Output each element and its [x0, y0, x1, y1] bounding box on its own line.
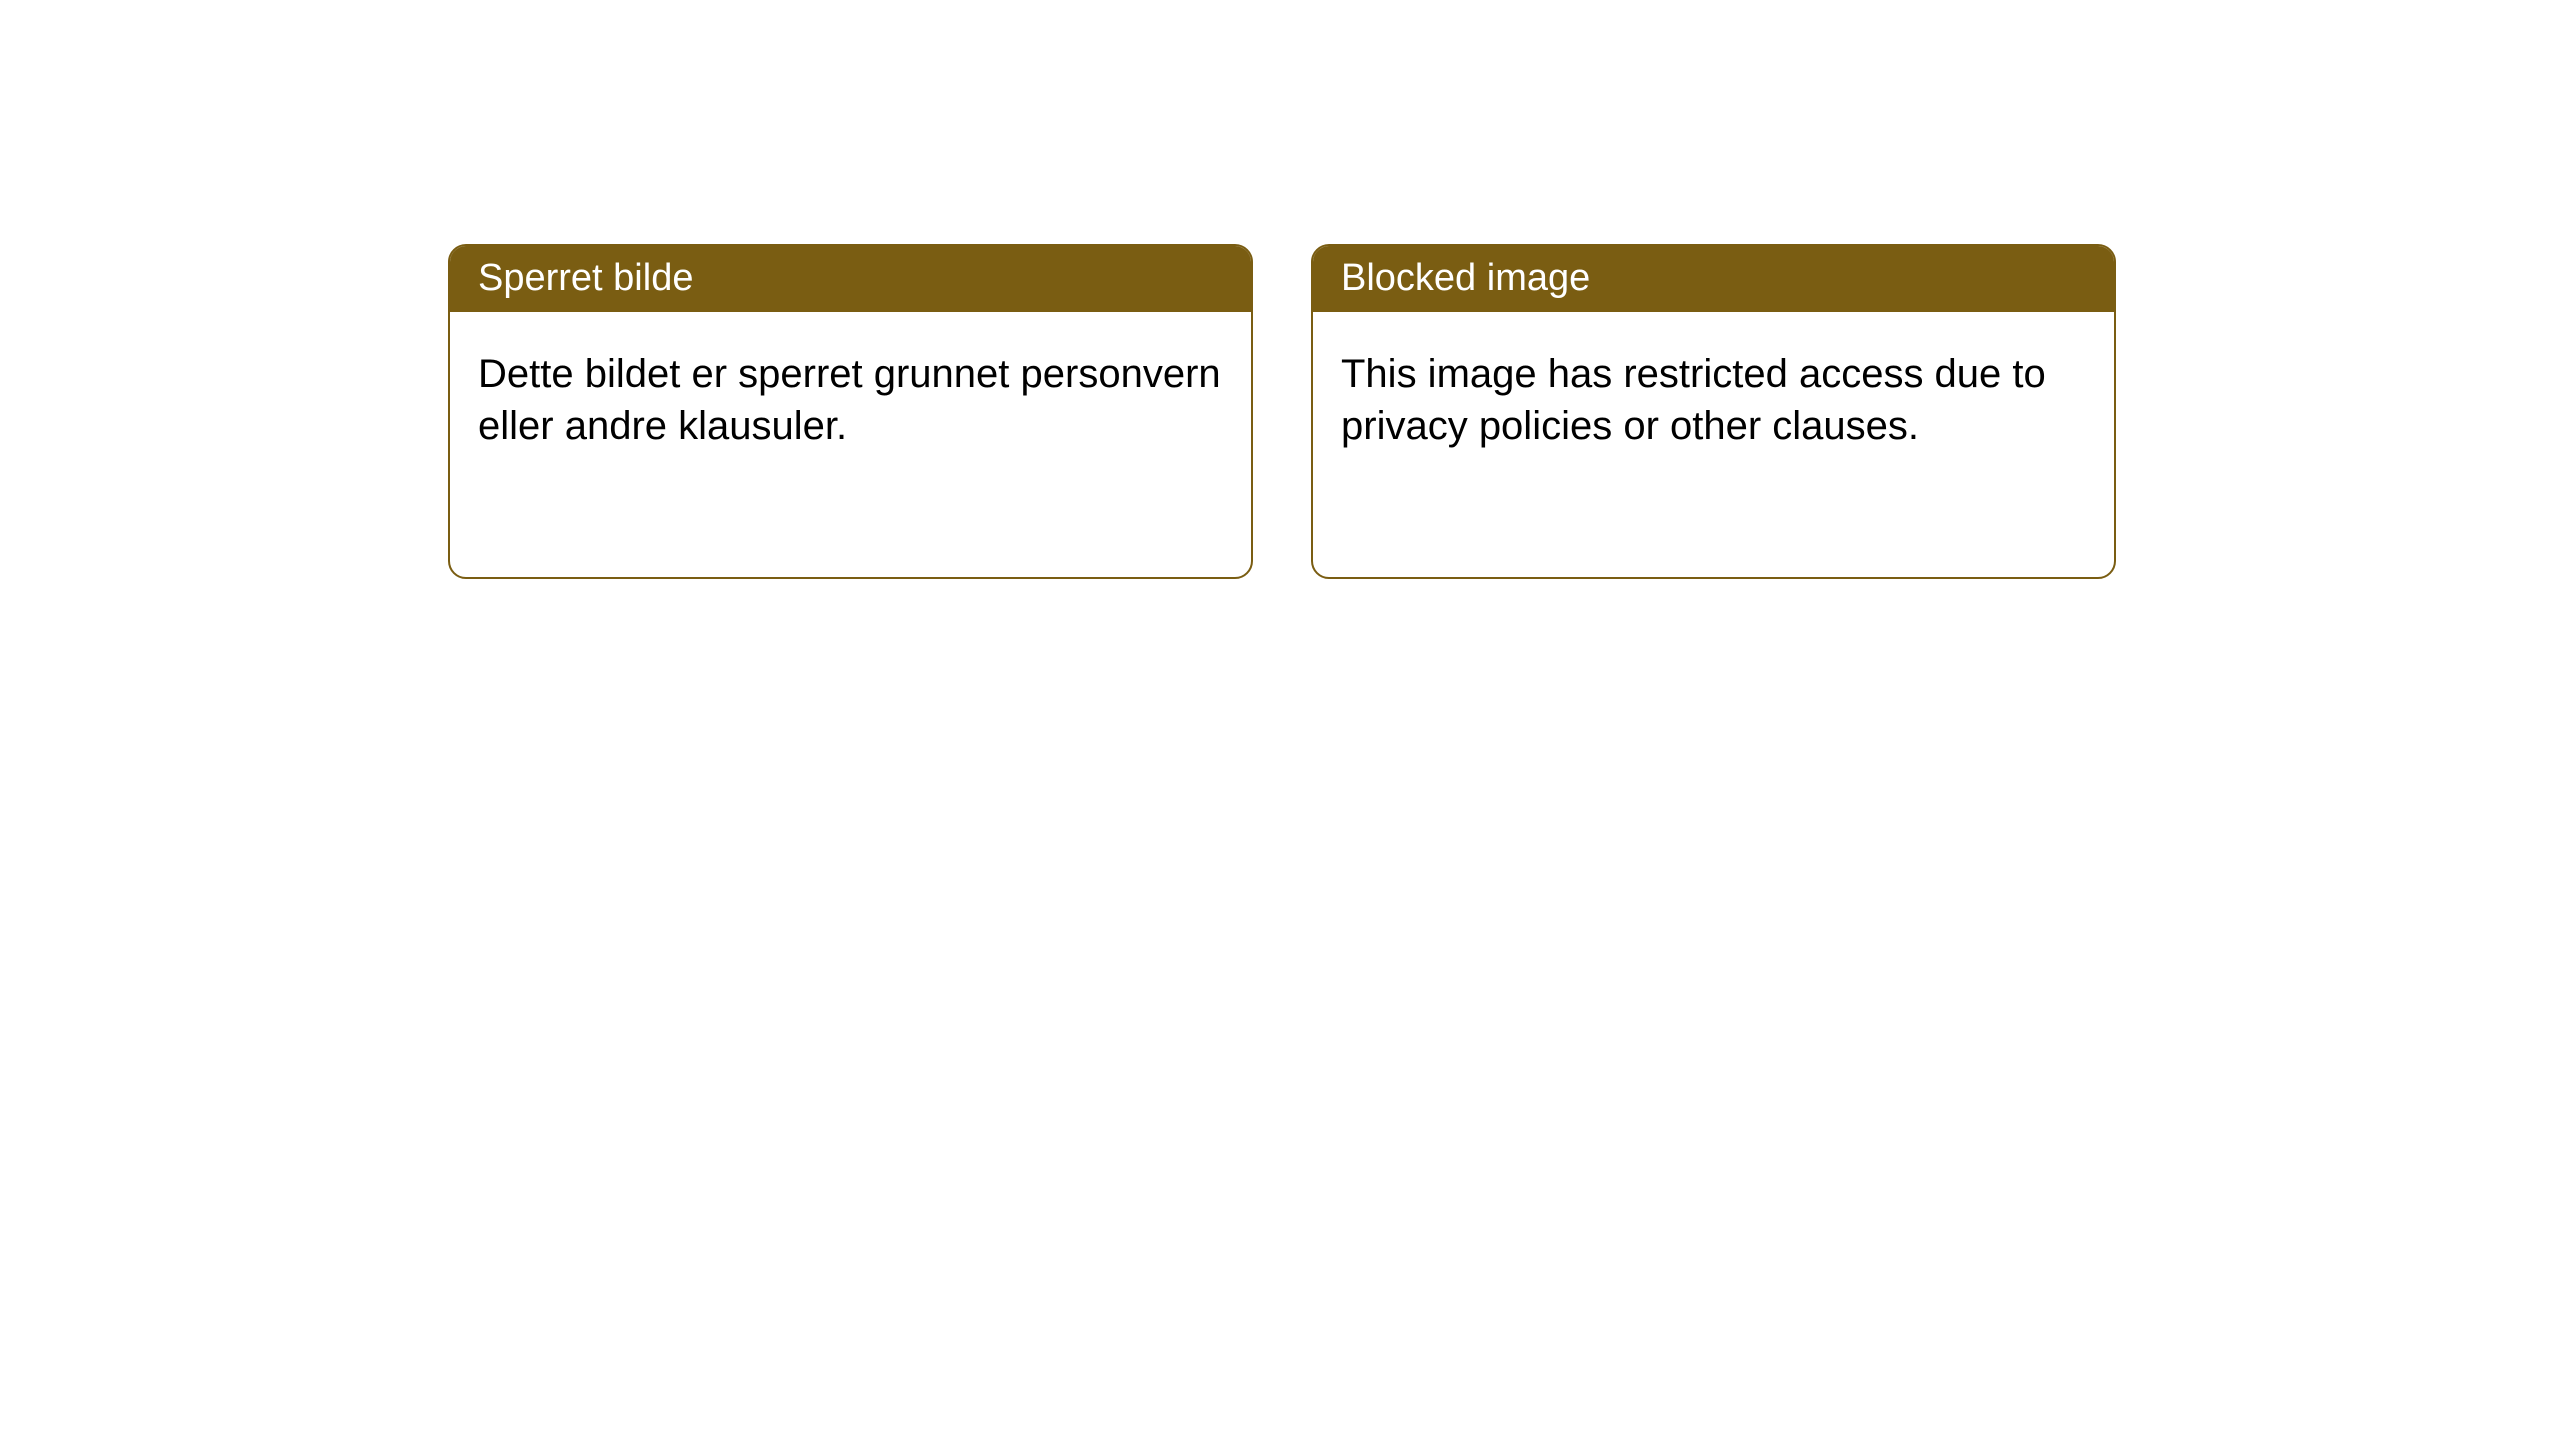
notice-body: This image has restricted access due to …	[1313, 312, 2114, 488]
notice-card-norwegian: Sperret bilde Dette bildet er sperret gr…	[448, 244, 1253, 579]
notice-body-text: Dette bildet er sperret grunnet personve…	[478, 352, 1221, 448]
notice-body: Dette bildet er sperret grunnet personve…	[450, 312, 1251, 488]
notice-container: Sperret bilde Dette bildet er sperret gr…	[448, 244, 2116, 579]
notice-title: Blocked image	[1341, 257, 1590, 299]
notice-header: Sperret bilde	[450, 246, 1251, 312]
notice-body-text: This image has restricted access due to …	[1341, 352, 2046, 448]
notice-card-english: Blocked image This image has restricted …	[1311, 244, 2116, 579]
notice-header: Blocked image	[1313, 246, 2114, 312]
notice-title: Sperret bilde	[478, 257, 693, 299]
